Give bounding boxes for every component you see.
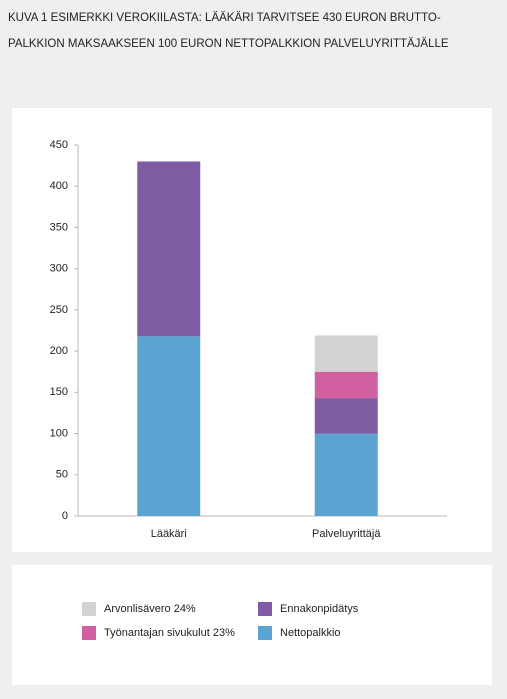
y-tick-label: 0 bbox=[62, 510, 68, 522]
y-tick-label: 150 bbox=[50, 386, 68, 398]
bar-segment bbox=[137, 336, 201, 516]
y-tick-label: 350 bbox=[50, 221, 68, 233]
chart-title: KUVA 1 ESIMERKKI VEROKIILASTA: LÄÄKÄRI T… bbox=[8, 12, 441, 24]
legend-label: Nettopalkkio bbox=[280, 627, 341, 639]
y-tick-label: 300 bbox=[50, 263, 68, 275]
bar-segment bbox=[314, 433, 378, 516]
plot-panel bbox=[12, 108, 492, 552]
legend-label: Arvonlisävero 24% bbox=[104, 603, 196, 615]
bar-segment bbox=[314, 371, 378, 399]
legend-swatch bbox=[82, 626, 96, 640]
legend-panel bbox=[12, 565, 492, 685]
y-tick-label: 400 bbox=[50, 180, 68, 192]
y-tick-label: 250 bbox=[50, 304, 68, 316]
legend-label: Työnantajan sivukulut 23% bbox=[104, 627, 235, 639]
bar-segment bbox=[137, 161, 201, 337]
legend-swatch bbox=[82, 602, 96, 616]
chart-title: PALKKION MAKSAAKSEEN 100 EURON NETTOPALK… bbox=[8, 38, 449, 50]
x-tick-label: Palveluyrittäjä bbox=[312, 528, 381, 540]
bar-segment bbox=[314, 335, 378, 372]
y-tick-label: 50 bbox=[56, 469, 68, 481]
legend-label: Ennakonpidätys bbox=[280, 603, 359, 615]
legend-swatch bbox=[258, 602, 272, 616]
y-tick-label: 100 bbox=[50, 427, 68, 439]
bar-segment bbox=[314, 398, 378, 434]
y-tick-label: 450 bbox=[50, 139, 68, 151]
legend-swatch bbox=[258, 626, 272, 640]
y-tick-label: 200 bbox=[50, 345, 68, 357]
x-tick-label: Lääkäri bbox=[151, 528, 187, 540]
